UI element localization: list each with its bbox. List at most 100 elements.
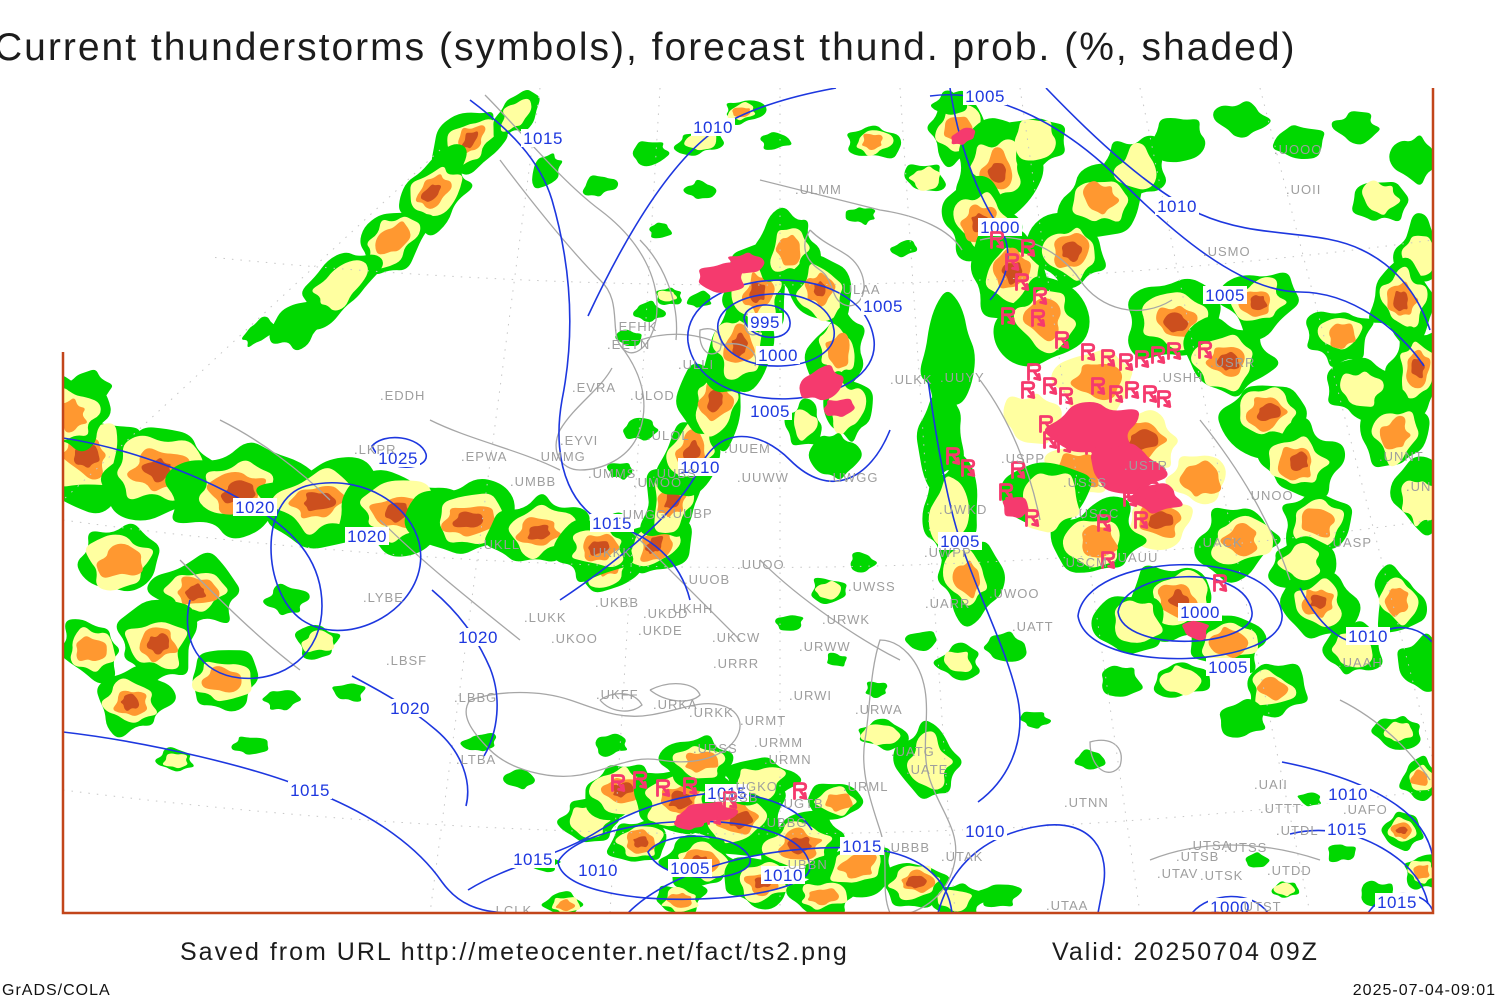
isobar-label: 1005 [863, 297, 903, 316]
thunderstorm-icon [1145, 481, 1160, 499]
thunderstorm-icon [707, 807, 722, 825]
station-id: .URRR [713, 656, 759, 671]
station-id: .UMMS [588, 466, 636, 481]
station-id: .URSS [693, 741, 738, 756]
map-layers: 995 1000 1005 1005 1005 1000 1010 1015 1010 1005 1… [63, 88, 1451, 914]
station-id: .ULMM [795, 182, 842, 197]
station-id: .USMO [1203, 244, 1251, 259]
isobar-label: 1005 [750, 402, 790, 421]
grads-credit: GrADS/COLA [2, 982, 111, 999]
station-id: .ULAA [838, 282, 881, 297]
thunderstorm-icon [683, 777, 698, 795]
station-id: .LUKK [524, 610, 567, 625]
station-id: .UAFO [1343, 802, 1388, 817]
station-id: .ULLI [678, 357, 714, 372]
station-id: .UATE [906, 762, 948, 777]
station-id: .UTDL [1276, 823, 1319, 838]
station-id: .UTDD [1267, 863, 1312, 878]
thunderstorm-icon [1021, 239, 1036, 257]
station-id: .UMGG [618, 507, 667, 522]
render-timestamp: 2025-07-04-09:01 [1352, 982, 1496, 999]
thunderstorm-icon [1057, 435, 1072, 453]
thunderstorm-icon [1101, 551, 1116, 569]
thunderstorm-icon [1123, 489, 1138, 507]
saved-url-text: Saved from URL http://meteocenter.net/fa… [180, 938, 849, 966]
isobar-label: 1015 [513, 850, 553, 869]
probability-shading-layer [63, 89, 1433, 913]
thunderstorm-icon [1198, 341, 1213, 359]
isobar-label: 1020 [458, 628, 498, 647]
thunderstorm-icon [1039, 415, 1054, 433]
station-id: .UTST [1239, 899, 1282, 914]
station-id: .LKPR [354, 442, 397, 457]
thunderstorm-icon [999, 483, 1014, 501]
station-id: .UWSS [848, 579, 896, 594]
thunderstorm-icon [1011, 461, 1026, 479]
thunderstorm-icon [1043, 431, 1058, 449]
thunderstorm-icon [1055, 331, 1070, 349]
thunderstorm-symbols [611, 231, 1228, 825]
station-id: .UKOO [551, 631, 598, 646]
station-id: .UWGG [828, 470, 879, 485]
isobar-label: 1025 [378, 449, 418, 468]
station-id: .UACK [1198, 535, 1243, 550]
station-id: .LBBG [454, 690, 497, 705]
station-id: .URMN [764, 752, 812, 767]
thunderstorm-icon [1025, 509, 1040, 527]
thunderstorm-icon [1005, 253, 1020, 271]
thunderstorm-icon [633, 771, 648, 789]
station-id: .UTAK [941, 849, 983, 864]
station-id: .UTAA [1046, 898, 1088, 913]
station-id: .USRR [1210, 355, 1255, 370]
isobar-label: 1015 [1377, 893, 1417, 912]
isobar-label: 1010 [680, 458, 720, 477]
station-id: .UKDD [643, 606, 688, 621]
station-id: .UTAV [1157, 866, 1198, 881]
station-id: .URMT [740, 713, 786, 728]
isobar-label: 1010 [1348, 627, 1388, 646]
thunderstorm-icon [1135, 350, 1150, 368]
thunderstorm-icon [1101, 349, 1116, 367]
station-id: .ULOL [647, 428, 690, 443]
thunderstorm-icon [1043, 377, 1058, 395]
thunderstorm-icon [990, 231, 1005, 249]
station-id: .UNBB [1406, 479, 1451, 494]
thunderstorm-icon [1125, 381, 1140, 399]
station-labels: .ULMM .ULAA .ULKK .UUYY .EFHK .EETN .ULLI .EVRA… [354, 142, 1451, 914]
isobar-label: 1005 [1205, 286, 1245, 305]
isobar-label: 1010 [1328, 785, 1368, 804]
thunderstorm-icon [1027, 363, 1042, 381]
station-id: .UUOO [737, 557, 785, 572]
thunderstorm-icon [1097, 514, 1112, 532]
thunderstorm-icon [1167, 342, 1182, 360]
thunderstorm-icon [1085, 437, 1100, 455]
station-id: .UBBG [762, 815, 807, 830]
station-id: .URWK [822, 612, 870, 627]
station-id: .URKK [689, 705, 734, 720]
station-id: .URML [843, 779, 888, 794]
isobar-label: 995 [750, 313, 780, 332]
station-id: .UKFF [596, 687, 639, 702]
isobar-label: 1015 [523, 129, 563, 148]
station-id: .UKDE [638, 623, 683, 638]
thunderstorm-icon [1059, 387, 1074, 405]
station-id: .URWW [799, 639, 851, 654]
thunderstorm-icon [961, 459, 976, 477]
station-id: .UAUU [1113, 550, 1158, 565]
thunderstorm-icon [1119, 353, 1134, 371]
station-id: .USCC [1074, 506, 1119, 521]
thunderstorm-icon [1091, 377, 1106, 395]
thunderstorm-icon [793, 782, 808, 800]
station-id: .UWKD [939, 502, 987, 517]
thunderstorm-icon [1109, 385, 1124, 403]
station-id: .USPP [1001, 451, 1045, 466]
station-id: .UTSB [1176, 849, 1219, 864]
station-id: .URWI [789, 688, 832, 703]
station-id: .UUBS [652, 466, 697, 481]
footer: Saved from URL http://meteocenter.net/fa… [0, 938, 1500, 972]
thunderstorm-icon [723, 791, 738, 809]
thunderstorm-icon [1157, 390, 1172, 408]
isobar-label: 1000 [1180, 603, 1220, 622]
